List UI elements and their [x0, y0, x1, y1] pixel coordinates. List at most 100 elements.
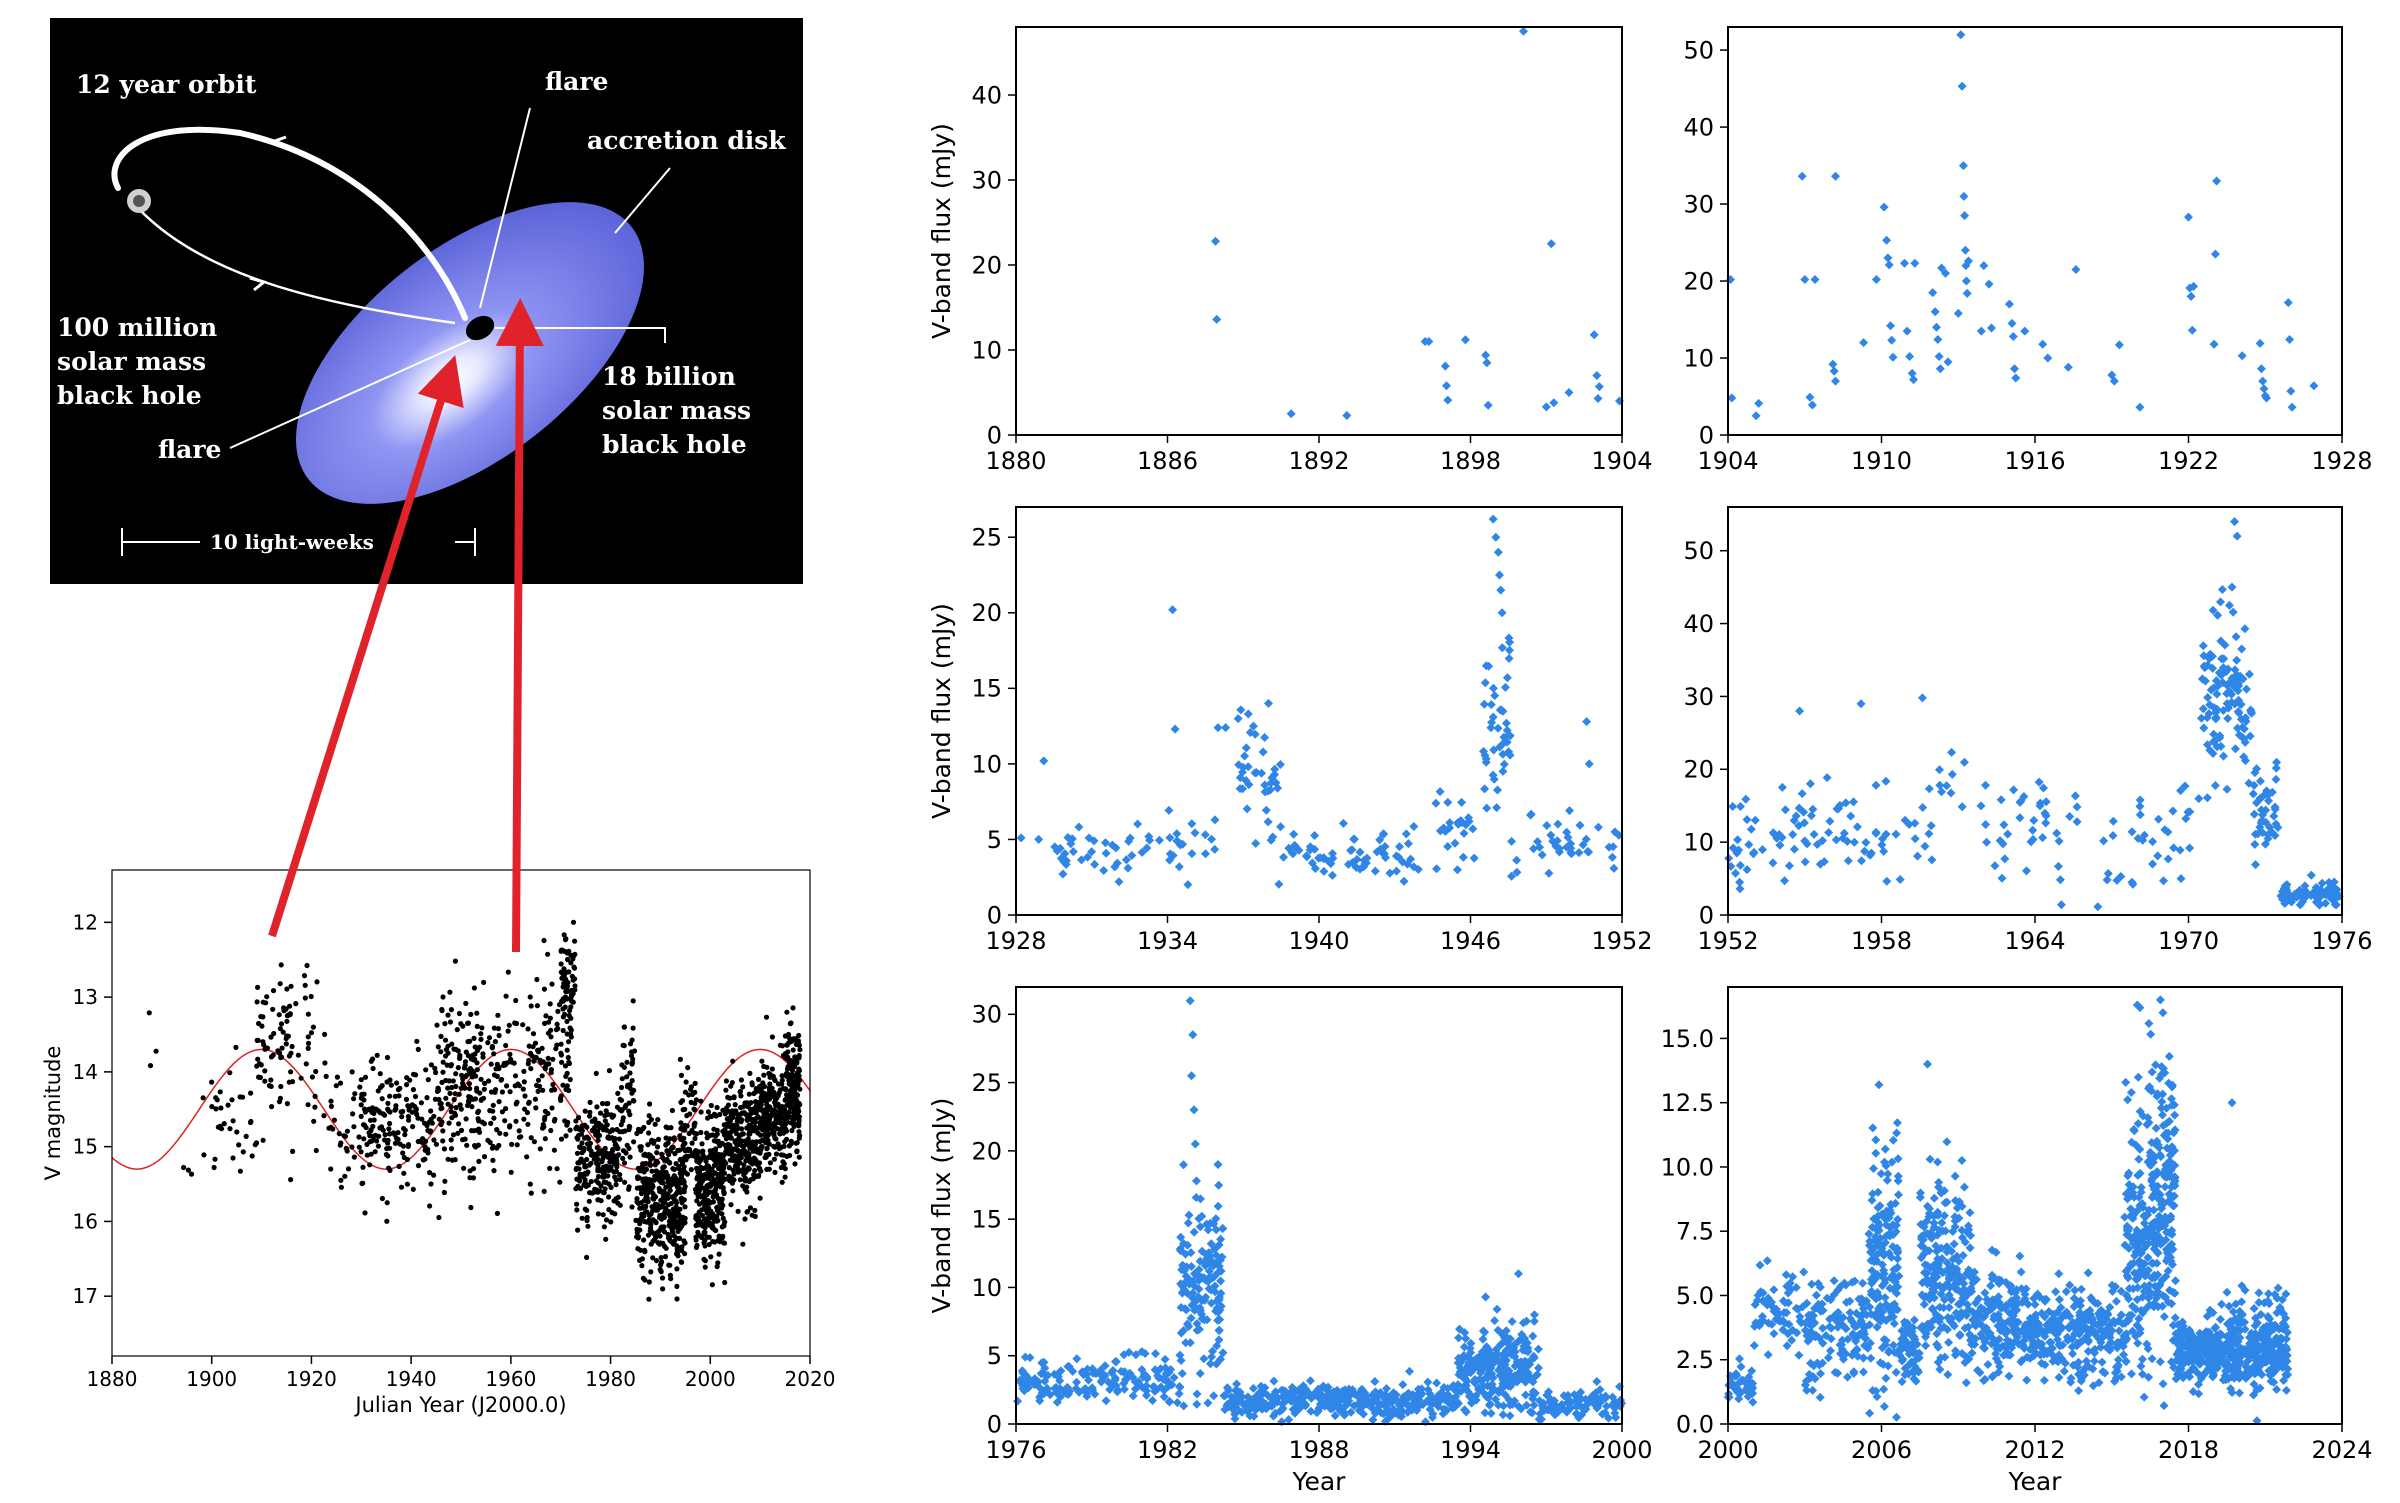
data-point — [604, 1150, 610, 1157]
data-point — [2261, 805, 2271, 815]
data-point — [1496, 585, 1506, 595]
data-point — [1959, 757, 1969, 767]
data-point — [2107, 370, 2117, 380]
data-point — [1470, 1375, 1480, 1384]
data-point — [415, 1046, 421, 1052]
data-point — [518, 1134, 524, 1140]
data-point — [449, 1041, 455, 1047]
data-point — [796, 1135, 802, 1141]
data-point — [474, 1010, 480, 1016]
data-point — [255, 1037, 261, 1043]
data-point — [438, 1101, 444, 1107]
y-axis-label: V-band flux (mJy) — [927, 123, 956, 339]
data-point — [2070, 791, 2080, 801]
data-point — [1385, 1398, 1395, 1408]
data-point — [542, 1136, 548, 1142]
data-point — [393, 1135, 400, 1141]
data-point — [548, 1027, 554, 1033]
data-point — [1920, 841, 1930, 851]
data-point — [447, 1019, 453, 1025]
data-point — [379, 1195, 385, 1202]
data-point — [1440, 361, 1450, 371]
data-point — [1294, 845, 1304, 855]
data-point — [650, 1255, 656, 1261]
data-point — [1581, 1404, 1591, 1414]
data-point — [434, 1088, 441, 1094]
data-point — [739, 1126, 745, 1132]
data-point — [465, 1102, 471, 1109]
data-point — [568, 960, 574, 966]
data-point — [513, 1101, 519, 1107]
data-point — [2312, 886, 2322, 895]
data-point — [209, 1079, 215, 1085]
flux-panel-2000-2024: 2000 2006 2012 2018 20240.02.55.07.510.012.5… — [1661, 986, 2373, 1496]
data-point — [1475, 1374, 1485, 1384]
y-tick-label: 30 — [1683, 190, 1714, 218]
data-point — [1279, 852, 1288, 862]
data-point — [1270, 770, 1279, 779]
data-point — [1131, 1350, 1141, 1360]
data-point — [723, 1078, 730, 1084]
data-point — [1797, 171, 1807, 181]
data-point — [2283, 298, 2293, 308]
data-point — [660, 1194, 666, 1200]
data-point — [1364, 1397, 1374, 1406]
data-point — [377, 1071, 383, 1077]
data-point — [328, 1166, 334, 1172]
data-point — [1345, 1387, 1355, 1397]
data-point — [1417, 1384, 1427, 1394]
data-point — [592, 1189, 598, 1195]
data-point — [532, 1096, 539, 1102]
data-point — [1209, 1391, 1219, 1401]
data-point — [1165, 849, 1175, 859]
data-point — [1197, 1246, 1207, 1256]
data-point — [1436, 1394, 1446, 1404]
data-point — [1928, 288, 1938, 298]
data-point — [600, 1212, 606, 1218]
data-point — [1491, 1344, 1501, 1354]
data-point — [1055, 1376, 1065, 1386]
data-point — [1510, 1361, 1520, 1371]
data-point — [1735, 860, 1745, 870]
data-point — [264, 994, 270, 1000]
data-point — [1806, 1321, 1816, 1330]
data-point — [710, 1177, 716, 1183]
data-point — [1905, 352, 1915, 361]
data-point — [700, 1148, 706, 1154]
data-point — [374, 1052, 380, 1058]
data-point — [328, 1098, 334, 1104]
data-point — [305, 1045, 311, 1051]
data-point — [2245, 731, 2255, 741]
data-point — [1380, 1390, 1390, 1400]
data-point — [1564, 388, 1574, 397]
data-point — [1170, 724, 1180, 734]
x-tick-label: 2024 — [2311, 1436, 2372, 1464]
data-point — [2209, 339, 2219, 349]
data-point — [757, 1195, 763, 1201]
data-point — [1330, 1411, 1340, 1421]
data-point — [448, 1146, 455, 1152]
data-point — [1278, 1403, 1288, 1413]
data-point — [1935, 765, 1944, 775]
data-point — [1499, 1401, 1508, 1411]
data-point — [752, 1124, 758, 1130]
data-point — [550, 1081, 556, 1088]
data-point — [1211, 1250, 1221, 1260]
data-point — [369, 1138, 375, 1144]
data-point — [587, 1099, 593, 1105]
data-point — [1744, 840, 1754, 850]
data-point — [2259, 384, 2269, 394]
data-point — [582, 1122, 588, 1128]
data-point — [1194, 1214, 1204, 1224]
data-point — [721, 1190, 727, 1196]
data-point — [1258, 747, 1268, 757]
data-point — [492, 1039, 498, 1045]
data-point — [675, 1182, 681, 1188]
data-point — [1802, 1385, 1812, 1395]
data-point — [1438, 1409, 1448, 1419]
data-point — [620, 1155, 626, 1161]
data-point — [1964, 256, 1973, 266]
data-point — [2285, 335, 2295, 344]
data-point — [1389, 1388, 1398, 1398]
data-point — [428, 1062, 434, 1068]
